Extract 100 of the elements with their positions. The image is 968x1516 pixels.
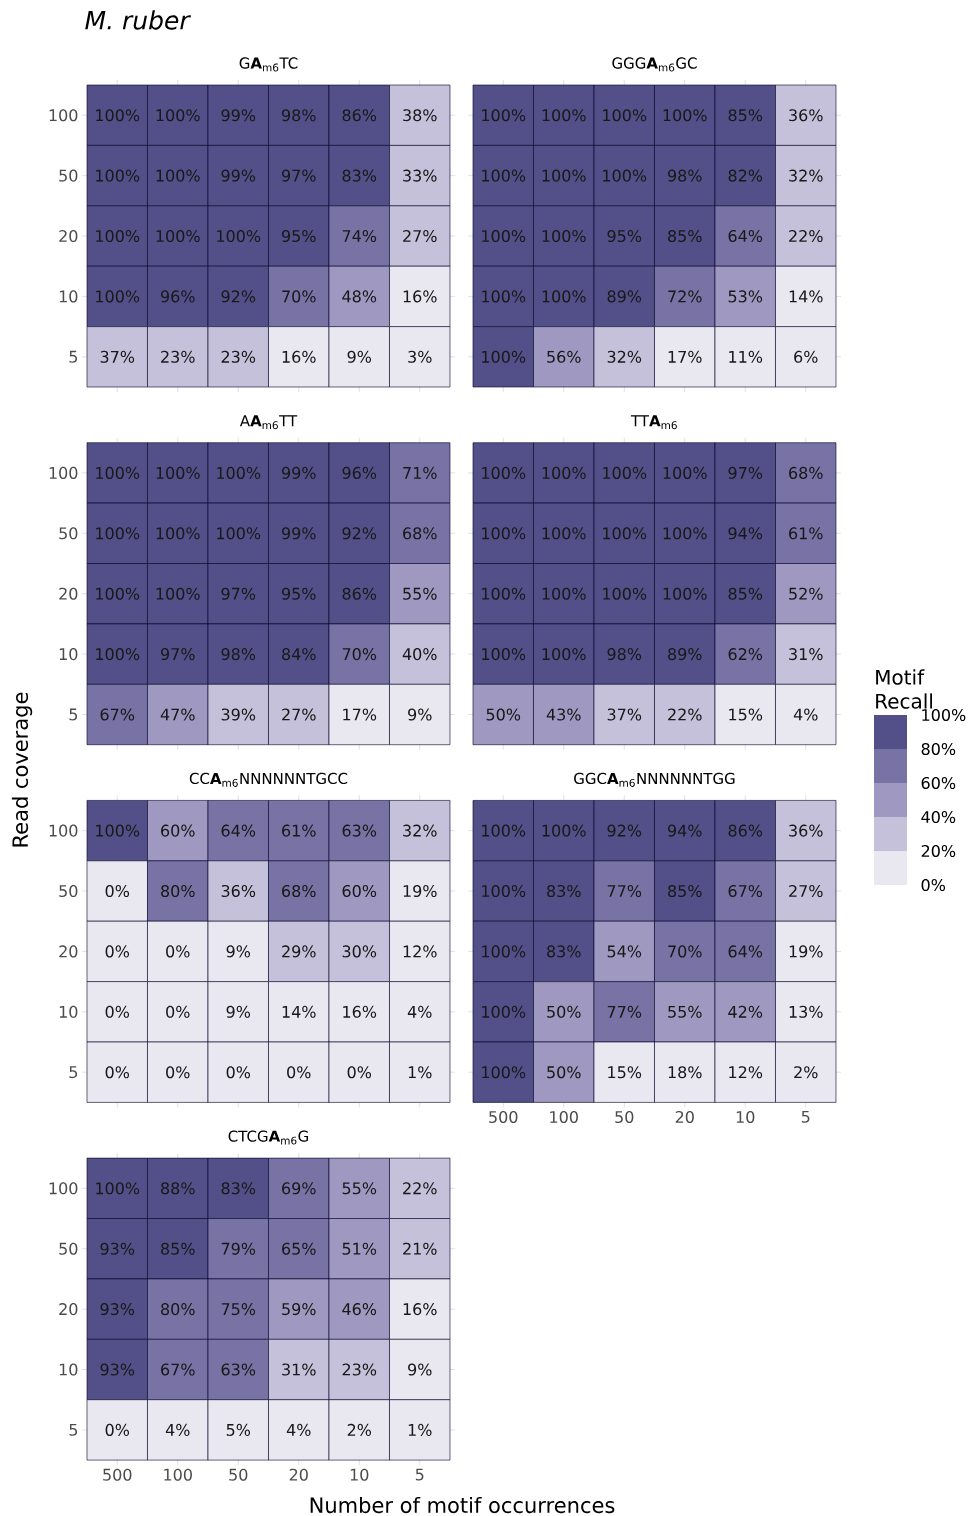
color-bar-label: 100% (922, 708, 966, 722)
data-label: 32% (789, 169, 823, 182)
color-bar-label: 60% (921, 776, 956, 790)
chart-title: CTCGA$_{m6}$G (228, 1130, 308, 1145)
data-label: 56% (547, 350, 581, 363)
color-bar-label: 80% (921, 742, 956, 756)
data-label: 5% (226, 1423, 251, 1436)
data-label: 70% (342, 648, 377, 661)
y-tick-label: 5 (69, 1066, 78, 1079)
y-tick-label: 5 (69, 708, 78, 721)
data-label: 0% (105, 945, 130, 958)
data-label: 92% (342, 527, 377, 540)
y-tick-label: 50 (59, 527, 78, 540)
data-label: 85% (668, 884, 702, 898)
data-label: 100% (542, 109, 586, 122)
data-label: 99% (221, 169, 256, 182)
y-tick-label: 20 (59, 945, 78, 958)
x-tick-label: 20 (675, 1110, 694, 1124)
data-label: 83% (342, 169, 377, 182)
data-label: 64% (728, 229, 763, 243)
data-label: 64% (728, 945, 763, 958)
data-label: 100% (603, 109, 647, 122)
data-label: 94% (667, 824, 702, 837)
data-label: 100% (482, 1005, 526, 1018)
data-label: 47% (160, 708, 195, 721)
data-label: 100% (96, 169, 140, 182)
data-label: 55% (403, 587, 437, 600)
data-label: 33% (403, 169, 437, 182)
data-label: 16% (343, 1005, 377, 1018)
data-label: 100% (482, 648, 526, 661)
data-label: 85% (161, 1242, 195, 1255)
data-label: 97% (221, 587, 256, 600)
data-label: 93% (100, 1242, 135, 1255)
data-label: 32% (403, 824, 437, 837)
data-label: 100% (542, 824, 586, 837)
data-label: 4% (165, 1423, 190, 1436)
data-label: 96% (160, 290, 195, 303)
x-tick-label: 50 (615, 1110, 634, 1124)
y-tick-label: 100 (49, 466, 78, 479)
data-label: 93% (100, 1303, 135, 1316)
data-label: 88% (161, 1182, 195, 1195)
data-label: 100% (482, 466, 526, 479)
data-label: 100% (663, 587, 707, 600)
data-label: 13% (789, 1005, 823, 1018)
data-label: 100% (482, 587, 526, 600)
data-label: 97% (728, 466, 763, 479)
data-label: 17% (343, 708, 377, 721)
y-tick-label: 20 (59, 1303, 78, 1316)
data-label: 100% (542, 648, 586, 661)
data-label: 98% (607, 648, 642, 661)
data-label: 100% (156, 527, 200, 540)
data-label: 0% (105, 1005, 130, 1018)
x-axis-title: Number of motif occurrences (310, 1496, 615, 1514)
data-label: 4% (286, 1423, 311, 1436)
y-tick-label: 50 (59, 169, 78, 182)
data-label: 100% (156, 587, 200, 600)
data-label: 36% (789, 824, 823, 837)
data-label: 0% (166, 945, 190, 958)
data-label: 21% (403, 1242, 437, 1255)
data-label: 82% (728, 169, 763, 182)
color-bar-label: 20% (921, 844, 956, 858)
data-label: 39% (221, 708, 256, 721)
data-label: 68% (282, 884, 316, 898)
data-label: 100% (96, 527, 140, 540)
data-label: 2% (347, 1423, 372, 1436)
x-tick-label: 20 (289, 1468, 308, 1481)
y-tick-label: 100 (49, 109, 78, 122)
x-tick-label: 10 (350, 1468, 369, 1481)
data-label: 94% (728, 527, 763, 540)
data-label: 83% (221, 1182, 256, 1195)
data-label: 4% (407, 1005, 432, 1018)
data-label: 9% (408, 708, 432, 721)
data-label: 100% (482, 527, 526, 540)
data-label: 67% (161, 1363, 195, 1376)
y-tick-label: 50 (59, 884, 78, 898)
data-label: 6% (794, 350, 818, 363)
data-label: 99% (221, 109, 256, 122)
data-label: 42% (728, 1005, 763, 1018)
data-label: 100% (482, 824, 526, 837)
data-label: 100% (482, 290, 526, 303)
data-label: 95% (281, 229, 316, 243)
data-label: 100% (603, 466, 647, 479)
data-label: 100% (663, 109, 707, 122)
data-label: 97% (160, 648, 195, 661)
data-label: 100% (482, 884, 526, 898)
data-label: 61% (282, 824, 316, 837)
data-label: 93% (100, 1363, 135, 1376)
data-label: 31% (282, 1363, 316, 1376)
y-tick-label: 5 (69, 1423, 78, 1436)
data-label: 83% (547, 884, 581, 898)
data-label: 22% (668, 708, 702, 721)
data-label: 75% (221, 1303, 256, 1316)
y-tick-label: 100 (49, 1182, 78, 1195)
data-label: 77% (607, 884, 642, 898)
data-label: 37% (100, 350, 135, 363)
data-label: 89% (668, 648, 702, 661)
data-label: 0% (226, 1066, 251, 1079)
data-label: 1% (408, 1066, 432, 1079)
data-label: 62% (728, 648, 763, 661)
data-label: 67% (100, 708, 135, 721)
